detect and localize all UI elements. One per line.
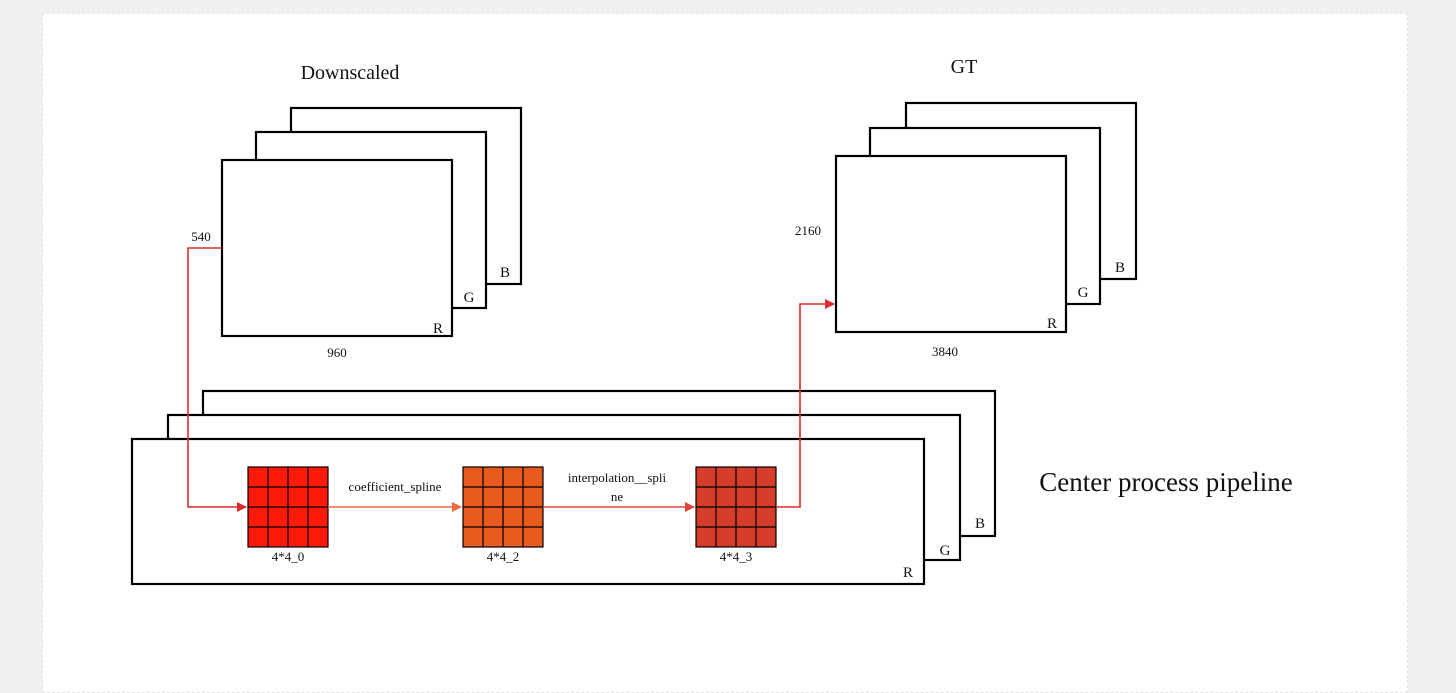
gt-stack: GT R G B 2160 3840 xyxy=(795,56,1138,359)
downscaled-width-label: 960 xyxy=(327,345,347,360)
pipeline-channel-r: R xyxy=(903,565,913,581)
downscaled-channel-b: B xyxy=(500,265,510,281)
stage-label-0: 4*4_0 xyxy=(272,549,305,564)
arrow-downscaled-to-stage0 xyxy=(187,247,247,512)
downscaled-stack: Downscaled R G B 540 960 xyxy=(191,62,523,360)
arrow-stage3-to-gt xyxy=(776,299,835,508)
edge-label-interpolation-line2: ne xyxy=(611,489,624,504)
pipeline-channel-b: B xyxy=(975,516,985,532)
edge-label-coefficient: coefficient_spline xyxy=(349,479,442,494)
gt-title: GT xyxy=(951,56,978,78)
stage-label-3: 4*4_3 xyxy=(720,549,753,564)
edge-label-interpolation-line1: interpolation__spli xyxy=(568,470,667,485)
gt-frame-r xyxy=(834,154,1068,334)
stage-4x4-0: 4*4_0 xyxy=(247,466,329,564)
pipeline-stack: R G B Center process pipeline 4*4_0 4*4_… xyxy=(130,389,1293,586)
gt-channel-b: B xyxy=(1115,260,1125,276)
pipeline-title: Center process pipeline xyxy=(1039,467,1292,497)
gt-channel-g: G xyxy=(1078,285,1089,301)
stage-label-2: 4*4_2 xyxy=(487,549,520,564)
downscaled-frame-r xyxy=(220,158,454,338)
downscaled-channel-r: R xyxy=(433,321,443,337)
pipeline-diagram: Downscaled R G B 540 960 GT R G B 2160 3… xyxy=(130,56,1293,586)
pipeline-channel-g: G xyxy=(940,543,951,559)
stage-4x4-2: 4*4_2 xyxy=(462,466,544,564)
downscaled-channel-g: G xyxy=(464,290,475,306)
downscaled-title: Downscaled xyxy=(301,62,400,84)
downscaled-height-label: 540 xyxy=(191,229,211,244)
gt-width-label: 3840 xyxy=(932,344,958,359)
stage-4x4-3: 4*4_3 xyxy=(695,466,777,564)
gt-height-label: 2160 xyxy=(795,223,821,238)
gt-channel-r: R xyxy=(1047,316,1057,332)
